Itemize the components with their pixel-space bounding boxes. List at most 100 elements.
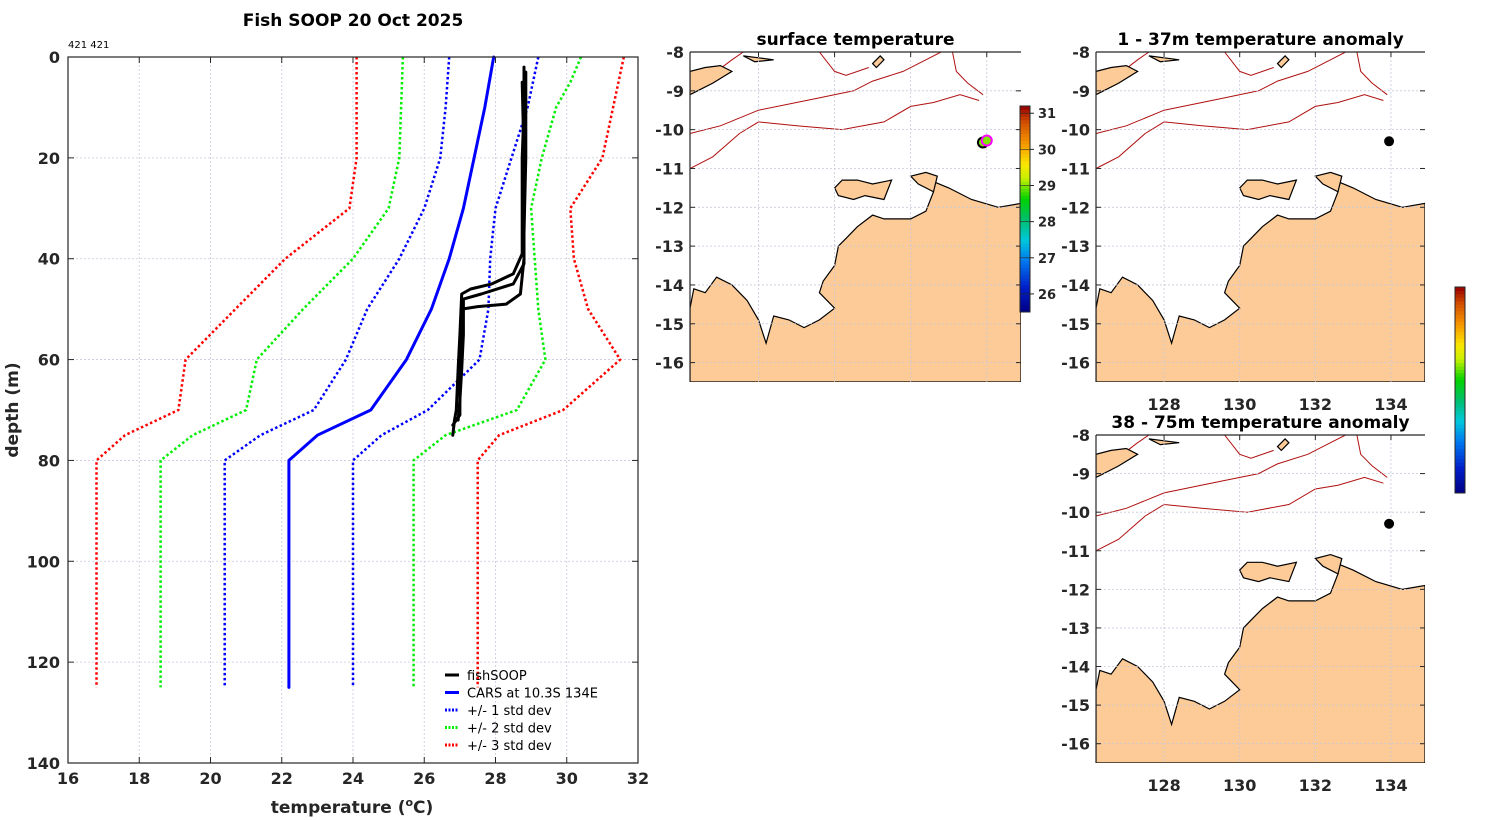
y-tick-label: -15 — [655, 315, 684, 334]
y-tick-label: -10 — [1061, 121, 1090, 140]
colorbar-segment — [1455, 352, 1465, 357]
isobath-line — [952, 52, 984, 96]
colorbar-segment — [1455, 448, 1465, 453]
x-tick-label: 18 — [128, 769, 150, 788]
colorbar-segment — [1020, 160, 1030, 165]
colorbar-segment — [1020, 294, 1030, 299]
x-tick-label: 128 — [1147, 395, 1180, 414]
chart-title: Fish SOOP 20 Oct 2025 — [243, 11, 464, 31]
colorbar-segment — [1455, 290, 1465, 295]
colorbar-segment — [1455, 321, 1465, 326]
anom-1-37-map: 128 130 132 134 -8 -9 -10 -11 -12 -13 -14 -15 -16 1 -… — [1061, 30, 1425, 414]
data-marker — [980, 134, 993, 147]
colorbar-tick-label: 29 — [1038, 180, 1056, 195]
colorbar-segment — [1455, 458, 1465, 463]
colorbar-segment — [1455, 407, 1465, 412]
x-tick-label: 134 — [1374, 395, 1407, 414]
y-tick-label: 100 — [27, 552, 60, 571]
colorbar-segment — [1020, 215, 1030, 220]
x-axis-label: temperature (oC) — [271, 796, 434, 818]
anom-38-75-map: 128 130 132 134 -8 -9 -10 -11 -12 -13 -14 -15 -16 38 … — [1061, 413, 1425, 795]
y-axis-label: depth (m) — [3, 362, 23, 457]
colorbar-segment — [1020, 267, 1030, 272]
y-tick-label: 80 — [38, 451, 60, 470]
colorbar-segment — [1455, 438, 1465, 442]
y-tick-label: -12 — [1061, 580, 1090, 599]
series-fishsoop-cast-2 — [451, 80, 526, 427]
colorbar-segment — [1020, 281, 1030, 286]
colorbar-segment — [1020, 277, 1030, 282]
colorbar-segment — [1020, 157, 1030, 162]
colorbar-segment — [1020, 239, 1030, 244]
colorbar-segment — [1455, 355, 1465, 360]
colorbar-segment — [1020, 246, 1030, 251]
x-tick-label: 130 — [1223, 776, 1256, 795]
colorbar-segment — [1020, 305, 1030, 310]
data-marker — [1384, 136, 1395, 147]
colorbar-segment — [1455, 451, 1465, 456]
colorbar-segment — [1455, 431, 1465, 436]
colorbar-segment — [1020, 263, 1030, 268]
colorbar-segment — [1020, 198, 1030, 203]
colorbar-segment — [1455, 390, 1465, 394]
y-tick-label: -16 — [1061, 354, 1090, 373]
colorbar-segment — [1020, 270, 1030, 275]
colorbar-segment — [1020, 250, 1030, 255]
x-tick-label: 28 — [484, 769, 506, 788]
colorbar-segment — [1455, 331, 1465, 336]
colorbar-segment — [1455, 304, 1465, 309]
sst-map-map: -8 -9 -10 -11 -12 -13 -14 -15 -16 surface tempera… — [655, 30, 1021, 382]
colorbar-segment — [1455, 386, 1465, 391]
isobath-line — [1096, 52, 1346, 134]
y-tick-label: -11 — [1061, 159, 1090, 178]
colorbar-segment — [1455, 324, 1465, 329]
y-tick-label: 120 — [27, 653, 60, 672]
land-island — [1314, 553, 1343, 575]
colorbar-segment — [1020, 136, 1030, 141]
colorbar-tick-label: 31 — [1038, 107, 1056, 122]
colorbar-segment — [1020, 212, 1030, 217]
colorbar-segment — [1020, 154, 1030, 158]
colorbar-segment — [1020, 291, 1030, 296]
x-tick-label: 132 — [1299, 776, 1332, 795]
land-island — [690, 64, 734, 96]
colorbar-segment — [1020, 226, 1030, 231]
y-tick-label: -16 — [655, 354, 684, 373]
colorbar-segment — [1455, 362, 1465, 367]
colorbar-segment — [1020, 274, 1030, 279]
series-4-upper — [476, 56, 626, 688]
colorbar-segment — [1455, 434, 1465, 439]
y-tick-label: -14 — [1061, 658, 1090, 677]
colorbar-segment — [1455, 314, 1465, 319]
colorbar-segment — [1455, 345, 1465, 350]
map-title: 38 - 75m temperature anomaly — [1111, 413, 1409, 433]
colorbar-segment — [1455, 376, 1465, 381]
y-tick-label: 140 — [27, 754, 60, 773]
colorbar-segment — [1455, 287, 1465, 291]
colorbar-segment — [1455, 472, 1465, 477]
legend-label-4: +/- 3 std dev — [467, 739, 552, 754]
colorbar-segment — [1020, 298, 1030, 303]
colorbar-segment — [1020, 301, 1030, 306]
y-tick-label: -14 — [655, 276, 684, 295]
isobath-line — [1224, 435, 1274, 459]
colorbar-segment — [1020, 209, 1030, 213]
y-tick-label: -12 — [1061, 198, 1090, 217]
legend-label-1: CARS at 10.3S 134E — [467, 687, 598, 702]
isobath-line — [1096, 94, 1384, 169]
y-tick-label: -9 — [1072, 82, 1090, 101]
x-tick-label: 134 — [1374, 776, 1407, 795]
colorbar-frame — [1454, 286, 1466, 494]
colorbar-segment — [1455, 328, 1465, 333]
x-tick-label: 20 — [199, 769, 221, 788]
colorbar-segment — [1455, 341, 1465, 346]
isobath-line — [819, 52, 869, 76]
anomaly-colorbar — [1454, 286, 1466, 494]
colorbar-segment — [1455, 414, 1465, 418]
colorbar-segment — [1455, 369, 1465, 374]
colorbar-segment — [1020, 143, 1030, 148]
y-tick-label: -8 — [1072, 426, 1090, 445]
colorbar-segment — [1020, 150, 1030, 155]
colorbar-tick-label: 28 — [1038, 216, 1056, 231]
x-tick-label: 128 — [1147, 776, 1180, 795]
